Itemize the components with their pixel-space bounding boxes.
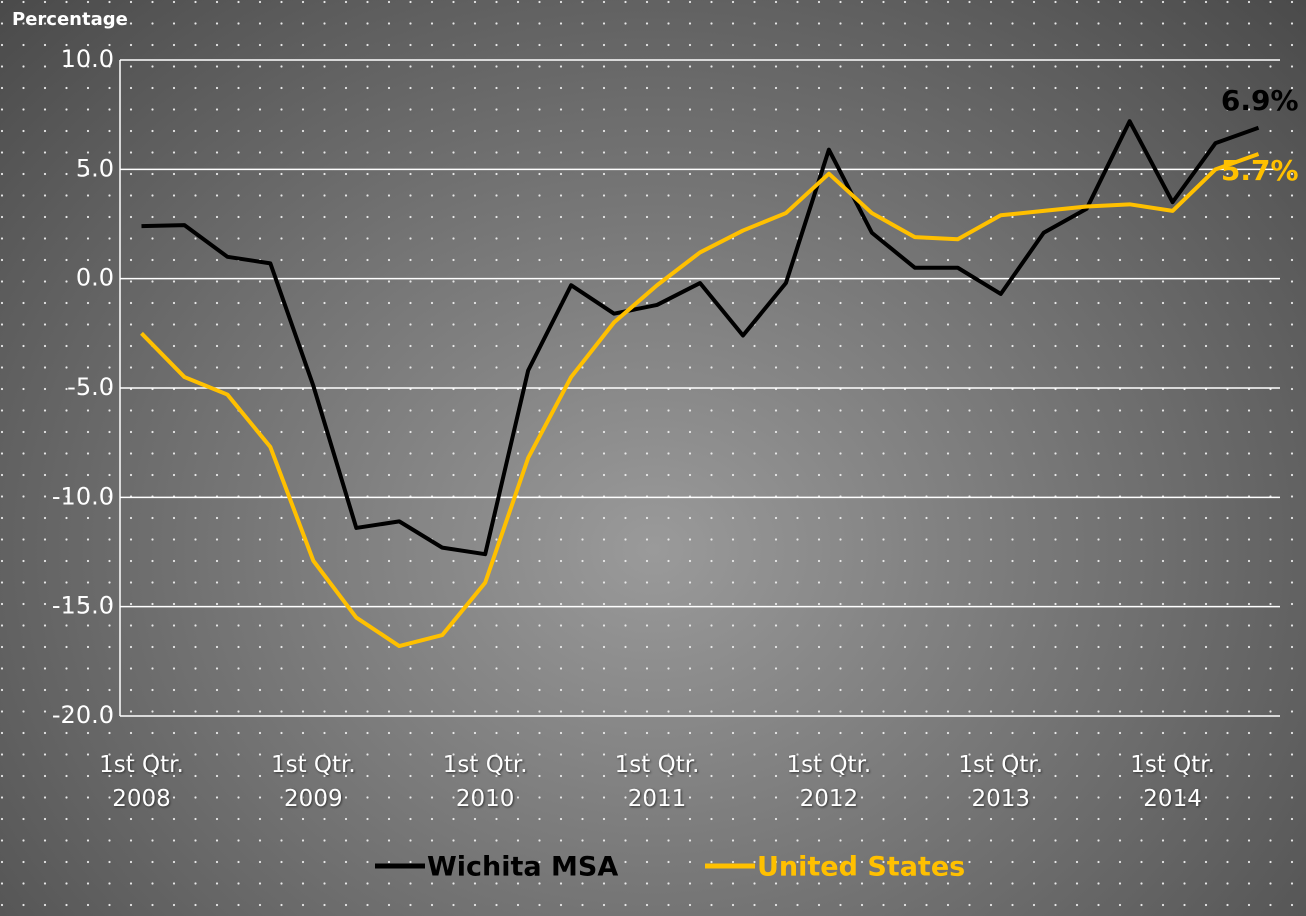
data-label: 5.7% [1221, 154, 1299, 187]
y-tick-label: 10.0 [61, 45, 114, 73]
legend-label: United States [757, 852, 965, 883]
y-axis-label: Percentage [12, 9, 128, 30]
legend-label: Wichita MSA [427, 852, 618, 883]
x-tick-label: 1st Qtr. 2013 [958, 752, 1044, 812]
x-tick-label: 1st Qtr. 2008 [99, 752, 184, 812]
x-tick-label: 1st Qtr. 2009 [270, 752, 356, 812]
line-series [141, 119, 1260, 557]
x-tick-label: 1st Qtr. 2014 [1130, 752, 1215, 812]
y-tick-label: -20.0 [52, 701, 114, 729]
y-tick-label: -5.0 [67, 373, 114, 401]
y-tick-label: -15.0 [52, 592, 114, 620]
y-tick-label: 0.0 [76, 264, 114, 292]
y-tick-label: -10.0 [52, 482, 114, 510]
x-tick-label: 1st Qtr. 2010 [442, 752, 528, 812]
x-tick-label: 1st Qtr. 2012 [786, 752, 872, 812]
x-tick-label: 1st Qtr. 2011 [614, 752, 700, 812]
y-tick-label: 5.0 [76, 154, 114, 182]
line-series [140, 152, 1260, 649]
data-label: 6.9% [1221, 84, 1299, 117]
